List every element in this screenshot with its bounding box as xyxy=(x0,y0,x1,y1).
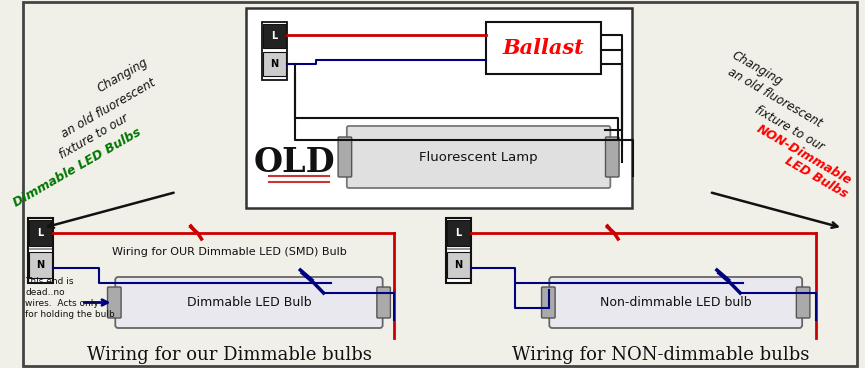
FancyBboxPatch shape xyxy=(541,287,555,318)
Text: N: N xyxy=(270,59,279,69)
Text: fixture to our: fixture to our xyxy=(753,103,826,153)
Text: Dimmable LED Bulb: Dimmable LED Bulb xyxy=(187,296,311,309)
Text: L: L xyxy=(37,228,44,238)
FancyBboxPatch shape xyxy=(107,287,121,318)
Text: Dimmable LED Bulbs: Dimmable LED Bulbs xyxy=(11,126,144,210)
Text: L: L xyxy=(271,31,278,41)
Text: Fluorescent Lamp: Fluorescent Lamp xyxy=(420,151,538,163)
FancyBboxPatch shape xyxy=(261,22,287,80)
Text: Wiring for our Dimmable bulbs: Wiring for our Dimmable bulbs xyxy=(87,346,372,364)
FancyBboxPatch shape xyxy=(29,248,52,250)
Text: NON-Dimmable: NON-Dimmable xyxy=(754,123,854,188)
FancyBboxPatch shape xyxy=(797,287,810,318)
FancyBboxPatch shape xyxy=(446,252,470,278)
FancyBboxPatch shape xyxy=(28,218,54,283)
FancyBboxPatch shape xyxy=(377,287,390,318)
FancyBboxPatch shape xyxy=(549,277,802,328)
Text: fixture to our: fixture to our xyxy=(57,112,131,162)
FancyBboxPatch shape xyxy=(446,220,470,246)
FancyBboxPatch shape xyxy=(486,22,600,74)
Text: N: N xyxy=(36,260,45,270)
FancyBboxPatch shape xyxy=(29,252,52,278)
FancyBboxPatch shape xyxy=(338,137,352,177)
Text: L: L xyxy=(455,228,461,238)
Text: Wiring for OUR Dimmable LED (SMD) Bulb: Wiring for OUR Dimmable LED (SMD) Bulb xyxy=(112,247,347,257)
FancyBboxPatch shape xyxy=(445,218,471,283)
Text: an old fluorescent: an old fluorescent xyxy=(726,66,824,130)
FancyBboxPatch shape xyxy=(606,137,619,177)
Text: Changing: Changing xyxy=(95,55,151,95)
Text: LED Bulbs: LED Bulbs xyxy=(782,155,849,201)
Text: an old fluorescent: an old fluorescent xyxy=(59,76,157,140)
FancyBboxPatch shape xyxy=(115,277,382,328)
Text: Non-dimmable LED bulb: Non-dimmable LED bulb xyxy=(600,296,752,309)
FancyBboxPatch shape xyxy=(29,220,52,246)
FancyBboxPatch shape xyxy=(246,8,631,208)
Text: Ballast: Ballast xyxy=(503,38,585,58)
FancyBboxPatch shape xyxy=(446,248,470,250)
Text: Wiring for NON-dimmable bulbs: Wiring for NON-dimmable bulbs xyxy=(512,346,810,364)
Text: This end is
dead..no
wires.  Acts only
for holding the bulb: This end is dead..no wires. Acts only fo… xyxy=(25,277,115,319)
FancyBboxPatch shape xyxy=(263,24,285,48)
Text: OLD: OLD xyxy=(253,145,336,178)
Text: N: N xyxy=(454,260,462,270)
FancyBboxPatch shape xyxy=(263,52,285,76)
FancyBboxPatch shape xyxy=(347,126,611,188)
Text: Changing: Changing xyxy=(730,48,785,88)
